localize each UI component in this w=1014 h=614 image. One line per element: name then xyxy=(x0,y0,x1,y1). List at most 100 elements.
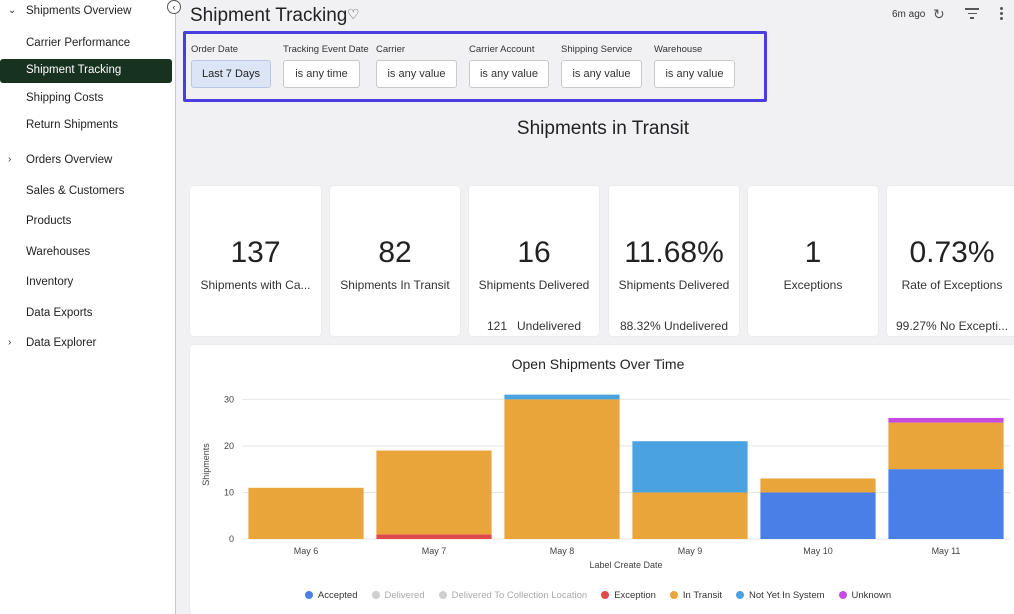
kpi-value: 1 xyxy=(804,236,822,269)
legend-item[interactable]: Unknown xyxy=(838,590,892,601)
filter-label: Warehouse xyxy=(654,44,703,55)
legend-label: In Transit xyxy=(682,590,722,601)
filter-order-date-button[interactable]: Last 7 Days xyxy=(191,60,271,88)
sidebar-item-label: Warehouses xyxy=(26,246,91,258)
legend-item[interactable]: Accepted xyxy=(304,590,358,601)
legend-dot-icon xyxy=(601,591,610,599)
kpi-value: 82 xyxy=(378,236,412,269)
y-tick-label: 30 xyxy=(224,394,234,404)
x-tick-label: May 10 xyxy=(803,546,833,556)
filter-tracking-event-date: Tracking Event Date is any time xyxy=(283,44,369,88)
legend-label: Delivered To Collection Location xyxy=(451,590,588,601)
sidebar-item-label: Orders Overview xyxy=(26,154,113,166)
kpi-tile[interactable]: 1 Exceptions xyxy=(748,186,878,336)
filter-carrier-account-button[interactable]: is any value xyxy=(469,60,549,88)
x-tick-label: May 9 xyxy=(678,546,703,556)
x-axis-label: Label Create Date xyxy=(589,560,662,570)
legend-item[interactable]: Exception xyxy=(601,590,656,601)
sidebar: ⌄ Shipments Overview Carrier Performance… xyxy=(0,0,176,614)
sidebar-item-label: Data Explorer xyxy=(26,337,97,349)
chevron-right-icon: › xyxy=(8,337,12,348)
sidebar-item-label: Shipment Tracking xyxy=(26,64,122,76)
legend-dot-icon xyxy=(736,591,744,599)
kpi-tile[interactable]: 137 Shipments with Ca... xyxy=(190,186,321,336)
legend-label: Unknown xyxy=(851,590,892,601)
refresh-icon[interactable]: ↻ xyxy=(933,6,945,22)
legend-dot-icon xyxy=(304,591,313,599)
kpi-label: Exceptions xyxy=(783,278,843,292)
filter-shipping-service-button[interactable]: is any value xyxy=(561,60,642,88)
filter-tracking-event-date-button[interactable]: is any time xyxy=(283,60,360,88)
filter-label: Order Date xyxy=(191,44,238,55)
sidebar-item-label: Return Shipments xyxy=(26,119,119,131)
last-updated: 6m ago xyxy=(892,9,926,20)
kpi-label: Shipments Delivered xyxy=(618,278,730,292)
kpi-subvalue: 99.27% No Excepti... xyxy=(895,319,1009,333)
filter-carrier: Carrier is any value xyxy=(376,44,457,88)
sidebar-item-label: Data Exports xyxy=(26,307,93,319)
bar-segment xyxy=(760,492,876,539)
filter-label: Carrier xyxy=(376,44,406,55)
kpi-label: Rate of Exceptions xyxy=(901,278,1003,292)
bar-segment xyxy=(504,394,620,400)
bar-segment xyxy=(504,399,620,539)
bar-segment xyxy=(376,450,492,535)
open-shipments-chart: 0 10 20 30 May 6 May 7 May 8 May 9 May 10 May 11 L… xyxy=(201,394,1010,570)
y-tick-label: 20 xyxy=(224,441,234,451)
chart-title: Open Shipments Over Time xyxy=(511,356,685,372)
filter-warehouse-button[interactable]: is any value xyxy=(654,60,735,88)
sidebar-item-shipment-tracking[interactable]: Shipment Tracking xyxy=(0,59,172,83)
more-vert-icon[interactable] xyxy=(1000,7,1004,22)
sidebar-item-label: Products xyxy=(26,215,72,227)
chevron-down-icon: ⌄ xyxy=(8,5,17,16)
sidebar-item-label: Shipping Costs xyxy=(26,92,104,104)
legend-item[interactable]: In Transit xyxy=(669,590,722,601)
x-tick-label: May 6 xyxy=(294,546,319,556)
legend-label: Delivered xyxy=(384,590,425,601)
legend-dot-icon xyxy=(669,591,678,599)
kpi-tile[interactable]: 82 Shipments In Transit xyxy=(330,186,460,336)
kpi-value: 11.68% xyxy=(624,236,724,269)
kpi-tile[interactable]: 16 Shipments Delivered 121 Undelivered xyxy=(469,186,599,336)
sidebar-item-label: Inventory xyxy=(26,276,74,288)
legend-label: Exception xyxy=(614,590,656,601)
sidebar-collapse-button[interactable]: ‹ xyxy=(167,0,181,14)
x-tick-label: May 8 xyxy=(550,546,575,556)
page-title: Shipment Tracking xyxy=(190,5,348,26)
filter-bar: Order Date Last 7 Days Tracking Event Da… xyxy=(183,31,767,102)
bar-segment xyxy=(760,478,876,493)
filter-carrier-account: Carrier Account is any value xyxy=(469,44,549,88)
legend-item[interactable]: Delivered xyxy=(371,590,425,601)
kpi-label: Shipments Delivered xyxy=(478,278,590,292)
sidebar-item-label: Carrier Performance xyxy=(26,37,131,49)
y-tick-label: 0 xyxy=(229,534,234,544)
legend-item[interactable]: Delivered To Collection Location xyxy=(438,590,588,601)
bar-segment xyxy=(376,534,492,539)
sidebar-item-label: Shipments Overview xyxy=(26,5,132,17)
kpi-label: Shipments with Ca... xyxy=(200,278,311,292)
kpi-value: 0.73% xyxy=(909,236,995,269)
bar-segment xyxy=(632,492,748,539)
kpi-tile[interactable]: 11.68% Shipments Delivered 88.32% Undeli… xyxy=(609,186,739,336)
filter-icon[interactable] xyxy=(965,8,979,22)
kpi-value: 16 xyxy=(517,236,551,269)
x-tick-label: May 7 xyxy=(422,546,447,556)
kpi-value: 137 xyxy=(230,236,281,269)
kpi-tile[interactable]: 0.73% Rate of Exceptions 99.27% No Excep… xyxy=(887,186,1014,336)
legend-item[interactable]: Not Yet In System xyxy=(736,590,825,601)
filter-order-date: Order Date Last 7 Days xyxy=(191,44,271,88)
legend-label: Accepted xyxy=(317,590,358,601)
heart-icon[interactable]: ♡ xyxy=(347,6,360,22)
y-tick-label: 10 xyxy=(224,487,234,497)
legend-dot-icon xyxy=(438,591,447,599)
y-axis-label: Shipments xyxy=(201,443,211,486)
filter-carrier-button[interactable]: is any value xyxy=(376,60,457,88)
chart-legend: Accepted Delivered Delivered To Collection… xyxy=(190,585,1006,603)
legend-dot-icon xyxy=(838,591,847,599)
filter-label: Tracking Event Date xyxy=(283,44,369,55)
filter-label: Carrier Account xyxy=(469,44,535,55)
section-title: Shipments in Transit xyxy=(516,118,690,139)
kpi-subvalue: 88.32% Undelivered xyxy=(619,319,729,333)
bar-segment xyxy=(248,487,364,539)
bar-segment xyxy=(888,417,1004,423)
